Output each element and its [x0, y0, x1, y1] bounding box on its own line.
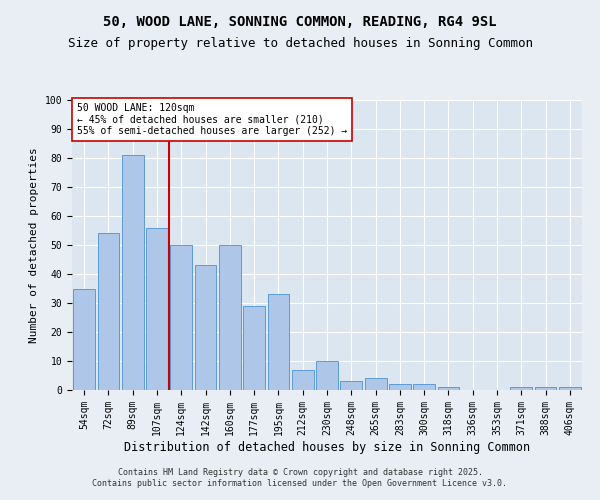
Bar: [122, 155, 143, 390]
Bar: [243, 306, 265, 390]
Bar: [340, 382, 362, 390]
Bar: [316, 361, 338, 390]
Bar: [97, 234, 119, 390]
Bar: [219, 245, 241, 390]
Bar: [365, 378, 386, 390]
Text: 50 WOOD LANE: 120sqm
← 45% of detached houses are smaller (210)
55% of semi-deta: 50 WOOD LANE: 120sqm ← 45% of detached h…: [77, 103, 347, 136]
Bar: [268, 294, 289, 390]
Bar: [559, 387, 581, 390]
Text: Contains HM Land Registry data © Crown copyright and database right 2025.
Contai: Contains HM Land Registry data © Crown c…: [92, 468, 508, 487]
Bar: [389, 384, 411, 390]
Bar: [511, 387, 532, 390]
Bar: [413, 384, 435, 390]
Bar: [73, 288, 95, 390]
Y-axis label: Number of detached properties: Number of detached properties: [29, 147, 39, 343]
Bar: [194, 266, 217, 390]
Bar: [437, 387, 460, 390]
Bar: [292, 370, 314, 390]
Text: 50, WOOD LANE, SONNING COMMON, READING, RG4 9SL: 50, WOOD LANE, SONNING COMMON, READING, …: [103, 15, 497, 29]
X-axis label: Distribution of detached houses by size in Sonning Common: Distribution of detached houses by size …: [124, 440, 530, 454]
Bar: [170, 245, 192, 390]
Bar: [146, 228, 168, 390]
Bar: [535, 387, 556, 390]
Text: Size of property relative to detached houses in Sonning Common: Size of property relative to detached ho…: [67, 38, 533, 51]
